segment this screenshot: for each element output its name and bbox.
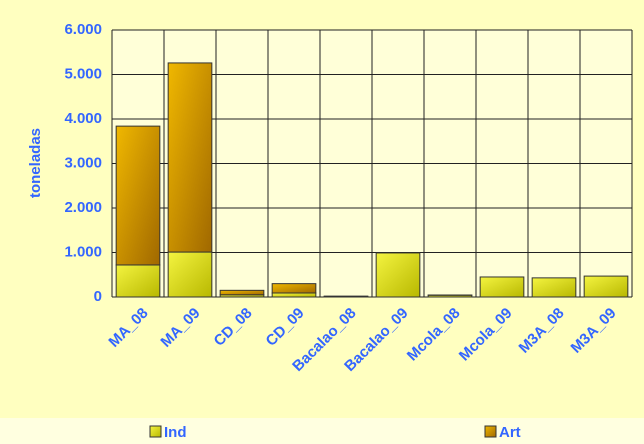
y-tick-label: 1.000 [64, 243, 102, 260]
y-axis-label: toneladas [27, 128, 44, 198]
y-tick-label: 6.000 [64, 21, 102, 38]
legend-background [0, 418, 644, 444]
bar-segment [167, 251, 213, 298]
y-tick-label: 2.000 [64, 199, 102, 216]
legend-label: Art [499, 424, 521, 441]
bar-segment [219, 289, 265, 296]
bar-segment [271, 283, 317, 294]
bar-segment [167, 62, 213, 253]
bar-segment [115, 125, 161, 266]
bar-segment [271, 292, 317, 298]
bar-segment [479, 276, 525, 298]
legend-swatch [149, 425, 162, 438]
bar-segment [583, 275, 629, 298]
legend-swatch [484, 425, 497, 438]
y-tick-label: 0 [94, 288, 102, 305]
y-tick-label: 4.000 [64, 110, 102, 127]
bar-segment [531, 277, 577, 298]
bar-segment [375, 252, 421, 298]
bar-segment [115, 264, 161, 298]
y-tick-label: 5.000 [64, 65, 102, 82]
legend-label: Ind [164, 424, 187, 441]
y-tick-label: 3.000 [64, 154, 102, 171]
